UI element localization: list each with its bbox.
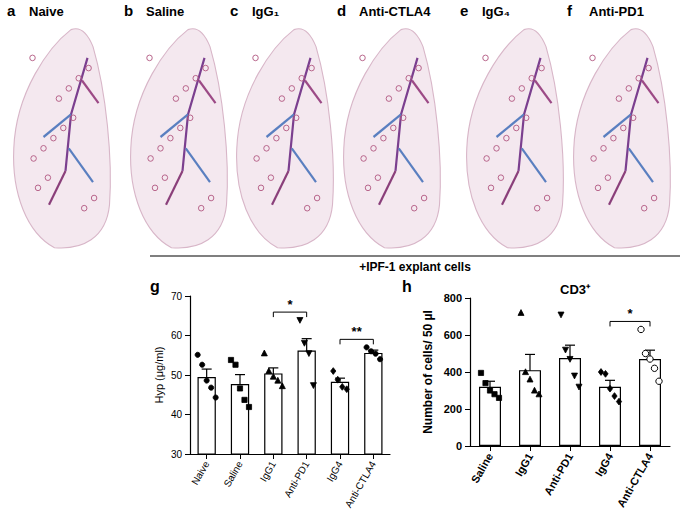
svg-text:60: 60 [171,330,183,341]
svg-text:Anti-CTLA4: Anti-CTLA4 [343,459,379,510]
svg-text:IgG1: IgG1 [513,451,536,478]
svg-text:f: f [567,2,573,19]
svg-text:200: 200 [444,403,462,415]
svg-text:Anti-PD1: Anti-PD1 [282,459,312,499]
svg-text:Saline: Saline [146,4,184,19]
svg-text:b: b [124,2,133,19]
svg-text:Anti-PD1: Anti-PD1 [542,451,576,497]
svg-text:Naive: Naive [29,4,64,19]
svg-text:600: 600 [444,329,462,341]
svg-text:e: e [460,2,468,19]
svg-text:**: ** [352,324,363,339]
svg-text:*: * [287,297,293,312]
svg-text:50: 50 [171,370,183,381]
svg-text:IgG4: IgG4 [593,450,616,478]
svg-text:IgG4: IgG4 [324,459,345,484]
svg-text:400: 400 [444,366,462,378]
svg-text:a: a [7,2,16,19]
svg-text:Saline: Saline [221,459,245,489]
svg-text:CD3⁺: CD3⁺ [560,282,591,297]
svg-text:c: c [230,2,238,19]
svg-text:d: d [337,2,346,19]
svg-text:Anti-CTLA4: Anti-CTLA4 [615,450,656,509]
svg-text:Number of cells/ 50 µl: Number of cells/ 50 µl [421,310,435,434]
svg-text:IgG₁: IgG₁ [252,4,279,19]
svg-text:g: g [150,278,160,295]
svg-text:40: 40 [171,409,183,420]
svg-text:Hyp (μg/ml): Hyp (μg/ml) [153,346,165,403]
svg-text:0: 0 [456,440,462,452]
svg-text:Anti-CTLA4: Anti-CTLA4 [359,4,431,19]
svg-text:Naive: Naive [189,459,212,487]
svg-text:IgG1: IgG1 [258,459,279,484]
svg-text:h: h [402,278,412,295]
svg-text:*: * [627,306,633,321]
svg-text:70: 70 [171,291,183,302]
svg-text:Anti-PD1: Anti-PD1 [589,4,644,19]
svg-text:IgG₄: IgG₄ [482,4,510,19]
svg-text:+IPF-1 explant cells: +IPF-1 explant cells [359,260,471,274]
svg-text:30: 30 [171,449,183,460]
svg-text:Saline: Saline [469,451,496,485]
svg-text:800: 800 [444,292,462,304]
